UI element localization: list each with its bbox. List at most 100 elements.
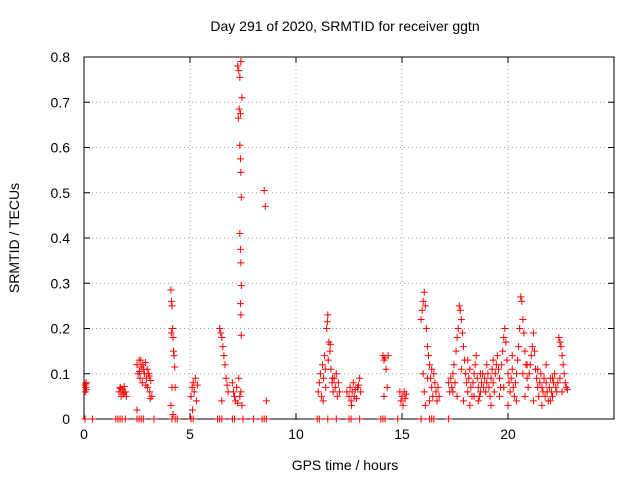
data-point [422, 325, 430, 332]
data-point [554, 379, 562, 387]
data-point [324, 415, 332, 423]
data-point [429, 392, 437, 400]
data-point [402, 390, 410, 398]
data-point [120, 389, 128, 397]
data-point [518, 297, 526, 305]
data-point [334, 379, 342, 387]
data-point [491, 370, 499, 378]
data-point [529, 329, 537, 337]
data-point [523, 374, 531, 382]
data-point [546, 397, 554, 405]
x-axis-label: GPS time / hours [292, 457, 399, 473]
data-point [332, 415, 340, 423]
y-tick-label: 0.4 [51, 230, 71, 246]
y-tick-label: 0.1 [51, 366, 71, 382]
axis-ticks [83, 56, 614, 420]
data-point [331, 383, 339, 391]
data-point [484, 370, 492, 378]
data-point [542, 361, 550, 369]
data-point [453, 334, 461, 342]
data-point [487, 374, 495, 382]
data-point [236, 141, 244, 149]
data-point [508, 352, 516, 360]
data-point [236, 229, 244, 237]
data-point [527, 352, 535, 360]
data-point [517, 293, 525, 301]
data-point [88, 415, 96, 423]
data-point [314, 388, 322, 396]
data-point [133, 406, 141, 414]
data-point [447, 374, 455, 382]
data-point [448, 383, 456, 391]
data-point [549, 392, 557, 400]
data-point [380, 392, 388, 400]
data-point [489, 356, 497, 364]
data-point [549, 374, 557, 382]
data-point [485, 383, 493, 391]
data-point [450, 361, 458, 369]
data-point [463, 379, 471, 387]
y-tick-label: 0.2 [51, 321, 71, 337]
data-point [234, 62, 242, 70]
data-point [486, 392, 494, 400]
data-point [483, 361, 491, 369]
data-point [116, 384, 124, 392]
data-point [494, 365, 502, 373]
data-point [525, 370, 533, 378]
y-tick-label: 0.5 [51, 185, 71, 201]
data-point [493, 352, 501, 360]
data-point [191, 374, 199, 382]
data-point [146, 395, 154, 403]
data-point [496, 374, 504, 382]
data-point [430, 415, 438, 423]
data-point [120, 382, 128, 390]
data-point [476, 370, 484, 378]
data-point [524, 383, 532, 391]
data-point [433, 397, 441, 405]
data-point [552, 383, 560, 391]
tick-labels: 0 5 10 15 20 0 0.1 0.2 0.3 0.4 0.5 0.6 0.7 0.8 [51, 49, 516, 442]
data-point [137, 356, 145, 364]
chart-title: Day 291 of 2020, SRMTID for receiver ggt… [210, 18, 479, 34]
data-point [520, 329, 528, 337]
data-point [193, 381, 201, 389]
y-tick-label: 0.3 [51, 275, 71, 291]
data-point [332, 370, 340, 378]
data-point [472, 352, 480, 360]
data-point [223, 381, 231, 389]
data-point [487, 401, 495, 409]
data-point [502, 338, 510, 346]
data-point [219, 343, 227, 351]
data-point [536, 379, 544, 387]
data-point [218, 334, 226, 342]
data-point [315, 379, 323, 387]
data-point [190, 388, 198, 396]
data-point [136, 374, 144, 382]
data-point [454, 325, 462, 332]
data-point [237, 193, 245, 201]
data-point [383, 383, 391, 391]
data-point [467, 383, 475, 391]
data-point [523, 361, 531, 369]
data-point [511, 379, 519, 387]
data-point [538, 383, 546, 391]
data-point [418, 306, 426, 314]
data-point [167, 297, 175, 305]
data-point [394, 415, 402, 423]
data-points [81, 58, 571, 423]
data-point [456, 306, 464, 314]
data-point [217, 329, 225, 337]
data-point [510, 392, 518, 400]
data-point [218, 415, 226, 423]
data-point [229, 388, 237, 396]
data-point [335, 388, 343, 396]
data-point [233, 383, 241, 391]
data-point [551, 370, 559, 378]
data-point [499, 347, 507, 355]
data-point [228, 379, 236, 387]
data-point [417, 415, 425, 423]
data-point [559, 361, 567, 369]
data-point [423, 343, 431, 351]
data-point [498, 361, 506, 369]
